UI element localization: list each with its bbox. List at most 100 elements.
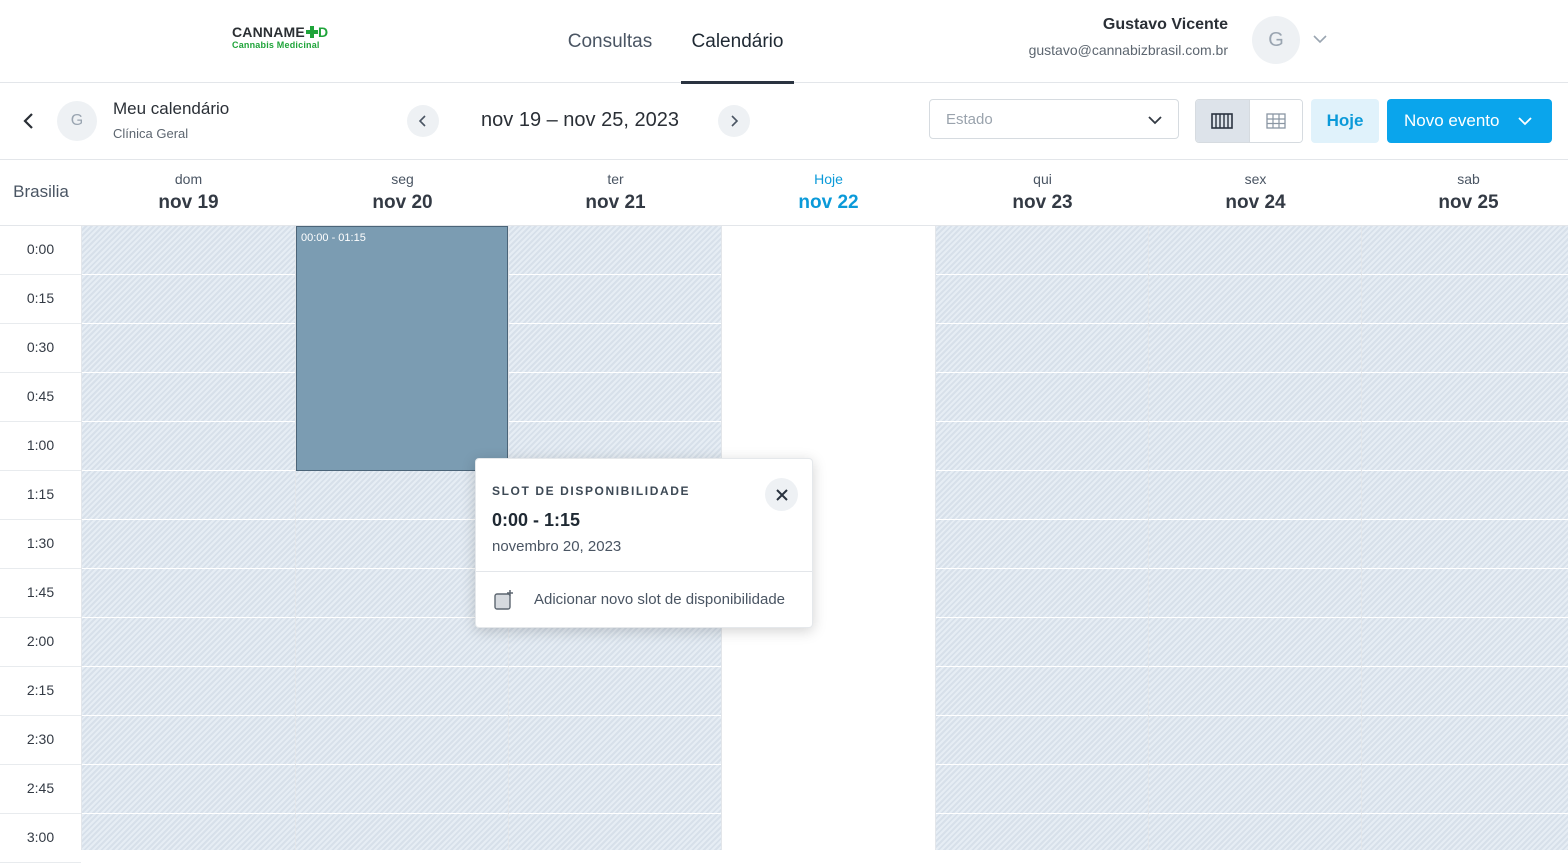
user-avatar[interactable]: G [1252, 16, 1300, 64]
tab-consultas[interactable]: Consultas [567, 30, 653, 52]
time-slot-cell[interactable] [509, 667, 721, 716]
day-header-mon[interactable]: seg nov 20 [296, 160, 509, 226]
time-slot-cell[interactable] [509, 275, 721, 324]
time-slot-cell[interactable] [936, 275, 1148, 324]
time-slot-cell[interactable] [296, 569, 508, 618]
time-slot-cell[interactable] [936, 618, 1148, 667]
day-header-sun[interactable]: dom nov 19 [82, 160, 295, 226]
time-slot-cell[interactable] [1362, 618, 1568, 667]
day-column-sun[interactable] [82, 226, 296, 863]
time-slot-cell[interactable] [936, 422, 1148, 471]
time-slot-cell[interactable] [509, 324, 721, 373]
time-slot-cell[interactable] [722, 275, 935, 324]
time-slot-cell[interactable] [296, 814, 508, 863]
day-header-fri[interactable]: sex nov 24 [1149, 160, 1362, 226]
previous-week-button[interactable] [407, 105, 439, 137]
time-slot-cell[interactable] [1149, 618, 1361, 667]
time-slot-cell[interactable] [82, 618, 295, 667]
time-slot-cell[interactable] [1362, 716, 1568, 765]
day-header-thu[interactable]: qui nov 23 [936, 160, 1149, 226]
time-slot-cell[interactable] [1362, 275, 1568, 324]
time-slot-cell[interactable] [509, 618, 721, 667]
availability-slot-event[interactable]: 00:00 - 01:15 [296, 226, 508, 471]
cannamed-logo[interactable]: CANNAME D Cannabis Medicinal [232, 24, 342, 56]
chevron-down-icon[interactable] [1311, 30, 1329, 48]
time-slot-cell[interactable] [82, 765, 295, 814]
time-slot-cell[interactable] [509, 814, 721, 863]
time-slot-cell[interactable] [82, 667, 295, 716]
day-header-today[interactable]: Hoje nov 22 [722, 160, 935, 226]
time-slot-cell[interactable] [1362, 814, 1568, 863]
day-column-fri[interactable] [1149, 226, 1362, 863]
time-slot-cell[interactable] [509, 373, 721, 422]
time-slot-cell[interactable] [936, 667, 1148, 716]
time-slot-cell[interactable] [936, 814, 1148, 863]
time-slot-cell[interactable] [936, 716, 1148, 765]
day-column-sat[interactable] [1362, 226, 1568, 863]
time-slot-cell[interactable] [722, 226, 935, 275]
time-slot-cell[interactable] [936, 226, 1148, 275]
time-slot-cell[interactable] [722, 373, 935, 422]
time-slot-cell[interactable] [1149, 373, 1361, 422]
time-slot-cell[interactable] [1149, 275, 1361, 324]
time-slot-cell[interactable] [1149, 324, 1361, 373]
time-slot-cell[interactable] [296, 618, 508, 667]
time-slot-cell[interactable] [1362, 765, 1568, 814]
time-slot-cell[interactable] [1149, 226, 1361, 275]
estado-select[interactable]: Estado [929, 99, 1179, 139]
time-slot-cell[interactable] [82, 471, 295, 520]
time-slot-cell[interactable] [1362, 569, 1568, 618]
time-slot-cell[interactable] [936, 765, 1148, 814]
time-slot-cell[interactable] [936, 520, 1148, 569]
day-header-sat[interactable]: sab nov 25 [1362, 160, 1568, 226]
time-slot-cell[interactable] [82, 422, 295, 471]
time-slot-cell[interactable] [82, 716, 295, 765]
time-slot-cell[interactable] [296, 716, 508, 765]
day-column-thu[interactable] [936, 226, 1149, 863]
time-slot-cell[interactable] [509, 716, 721, 765]
time-slot-cell[interactable] [1149, 765, 1361, 814]
time-slot-cell[interactable] [1362, 520, 1568, 569]
time-slot-cell[interactable] [82, 275, 295, 324]
add-availability-slot-button[interactable]: Adicionar novo slot de disponibilidade [476, 572, 812, 628]
week-view-button[interactable] [1196, 100, 1249, 142]
time-slot-cell[interactable] [1362, 667, 1568, 716]
today-button[interactable]: Hoje [1311, 99, 1379, 143]
day-header-tue[interactable]: ter nov 21 [509, 160, 722, 226]
time-slot-cell[interactable] [936, 569, 1148, 618]
next-week-button[interactable] [718, 105, 750, 137]
time-slot-cell[interactable] [1149, 569, 1361, 618]
time-slot-cell[interactable] [1149, 471, 1361, 520]
time-slot-cell[interactable] [296, 667, 508, 716]
time-slot-cell[interactable] [296, 520, 508, 569]
time-slot-cell[interactable] [722, 324, 935, 373]
time-slot-cell[interactable] [82, 814, 295, 863]
time-slot-cell[interactable] [1149, 422, 1361, 471]
time-slot-cell[interactable] [1362, 373, 1568, 422]
month-view-button[interactable] [1248, 100, 1302, 142]
time-slot-cell[interactable] [722, 765, 935, 814]
time-slot-cell[interactable] [936, 324, 1148, 373]
time-slot-cell[interactable] [82, 324, 295, 373]
time-slot-cell[interactable] [509, 765, 721, 814]
time-slot-cell[interactable] [1149, 814, 1361, 863]
time-slot-cell[interactable] [296, 765, 508, 814]
time-slot-cell[interactable] [82, 226, 295, 275]
time-slot-cell[interactable] [1362, 471, 1568, 520]
tab-calendario[interactable]: Calendário [681, 0, 794, 84]
time-slot-cell[interactable] [296, 471, 508, 520]
time-slot-cell[interactable] [936, 471, 1148, 520]
time-slot-cell[interactable] [1362, 226, 1568, 275]
time-slot-cell[interactable] [82, 520, 295, 569]
time-slot-cell[interactable] [722, 667, 935, 716]
close-button[interactable] [765, 478, 798, 511]
time-slot-cell[interactable] [722, 814, 935, 863]
time-slot-cell[interactable] [82, 569, 295, 618]
time-slot-cell[interactable] [722, 716, 935, 765]
time-slot-cell[interactable] [1149, 520, 1361, 569]
time-slot-cell[interactable] [1149, 716, 1361, 765]
time-slot-cell[interactable] [1362, 324, 1568, 373]
time-slot-cell[interactable] [509, 226, 721, 275]
time-slot-cell[interactable] [1149, 667, 1361, 716]
time-slot-cell[interactable] [936, 373, 1148, 422]
